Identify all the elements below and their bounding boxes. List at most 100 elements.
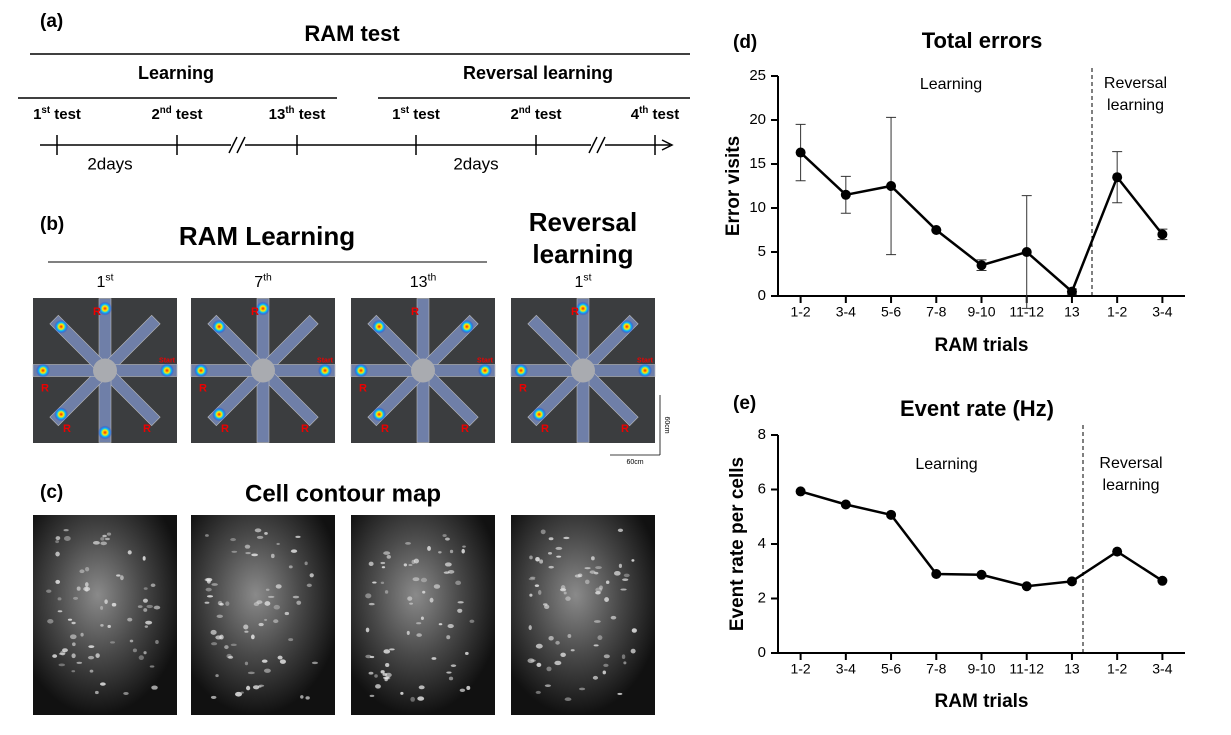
arm-label: R — [93, 306, 101, 318]
cell-spot — [544, 604, 550, 609]
cell-spot — [58, 663, 66, 667]
test-word: test — [299, 106, 326, 123]
x-tick-label: 1-2 — [1107, 661, 1127, 677]
data-point — [886, 509, 897, 520]
cell-spot — [46, 589, 52, 593]
cell-spot — [386, 554, 391, 559]
cell-spot — [215, 635, 222, 640]
arm-label: R — [381, 423, 389, 435]
arm-label: R — [199, 382, 207, 394]
start-label: Start — [159, 357, 176, 364]
y-tick-label: 15 — [749, 155, 766, 172]
cell-spot — [275, 584, 282, 589]
cell-spot — [211, 583, 218, 586]
cell-spot — [261, 659, 268, 663]
cell-spot — [605, 580, 610, 585]
data-point — [1112, 546, 1123, 557]
cell-spot — [579, 687, 586, 691]
contour-image — [33, 515, 177, 715]
phase-label: Reversal learning — [463, 63, 613, 83]
ordinal-number: 1 — [33, 106, 41, 123]
cell-spot — [433, 584, 441, 589]
cell-spot — [448, 676, 454, 681]
cell-spot — [462, 545, 466, 548]
cell-spot — [631, 559, 635, 562]
reversal-title: learning — [532, 239, 633, 269]
column-label: 7th — [254, 272, 272, 291]
x-tick-label: 1-2 — [1107, 304, 1127, 320]
cell-spot — [142, 598, 148, 603]
cell-spot — [94, 690, 99, 695]
cell-spot — [52, 654, 58, 658]
cell-spot — [623, 573, 630, 578]
ordinal-number: 2 — [510, 106, 518, 123]
cell-spot — [383, 551, 391, 555]
cell-spot — [449, 549, 454, 554]
cell-spot — [466, 685, 471, 691]
cell-spot — [288, 565, 293, 569]
cell-spot — [149, 665, 155, 668]
cell-spot — [413, 558, 420, 564]
ordinal-number: 2 — [151, 106, 159, 123]
cell-spot — [217, 600, 223, 606]
cell-spot — [585, 579, 590, 585]
x-tick-label: 3-4 — [1152, 661, 1172, 677]
y-tick-label: 6 — [758, 480, 766, 497]
cell-spot — [300, 695, 304, 699]
cell-spot — [204, 601, 210, 604]
cell-spot — [381, 566, 386, 569]
cell-spot — [383, 676, 390, 680]
cell-spot — [235, 691, 242, 697]
interval-label: 2days — [87, 154, 132, 173]
cell-spot — [574, 574, 582, 578]
cell-spot — [540, 529, 546, 535]
ordinal-suffix: st — [41, 104, 50, 115]
cell-spot — [528, 577, 536, 581]
cell-spot — [457, 601, 464, 604]
cell-spot — [219, 602, 224, 606]
heat-spot — [98, 301, 112, 316]
cell-spot — [73, 596, 79, 600]
panel-label: (d) — [733, 32, 757, 53]
cell-spot — [383, 649, 391, 654]
ordinal-suffix: th — [285, 104, 294, 115]
cell-spot — [604, 597, 609, 602]
cell-spot — [416, 622, 422, 625]
interval-label: 2days — [453, 154, 498, 173]
panel-label: (e) — [733, 393, 756, 414]
cell-spot — [62, 648, 68, 653]
cell-spot — [469, 619, 475, 623]
heat-spot — [372, 319, 387, 334]
cell-spot — [72, 642, 76, 647]
cell-spot — [410, 696, 415, 702]
cell-spot — [58, 652, 66, 655]
ordinal-number: 1 — [97, 274, 106, 291]
cell-spot — [55, 536, 61, 541]
cell-spot — [107, 624, 111, 628]
cell-spot — [563, 536, 570, 540]
cell-spot — [593, 644, 599, 647]
cell-spot — [47, 619, 54, 624]
cell-spot — [143, 651, 147, 655]
data-point — [1021, 581, 1032, 592]
column-label: 1st — [97, 272, 114, 291]
contour-image — [191, 515, 335, 715]
ordinal-suffix: nd — [519, 104, 531, 115]
cell-spot — [603, 663, 609, 667]
cell-spot — [623, 661, 627, 665]
cell-spot — [111, 602, 117, 607]
cell-spot — [429, 597, 434, 603]
cell-spot — [380, 670, 385, 674]
heat-spot — [160, 363, 174, 378]
cell-spot — [450, 664, 457, 668]
heat-spot — [54, 407, 69, 422]
ordinal-suffix: th — [428, 272, 437, 283]
start-label: Start — [477, 357, 494, 364]
cell-spot — [372, 581, 377, 584]
cell-spot — [71, 653, 76, 659]
cell-spot — [603, 654, 610, 659]
cell-spot — [79, 569, 85, 574]
heat-spot — [372, 407, 387, 422]
maze-arm — [256, 374, 270, 443]
cell-spot — [417, 696, 425, 701]
